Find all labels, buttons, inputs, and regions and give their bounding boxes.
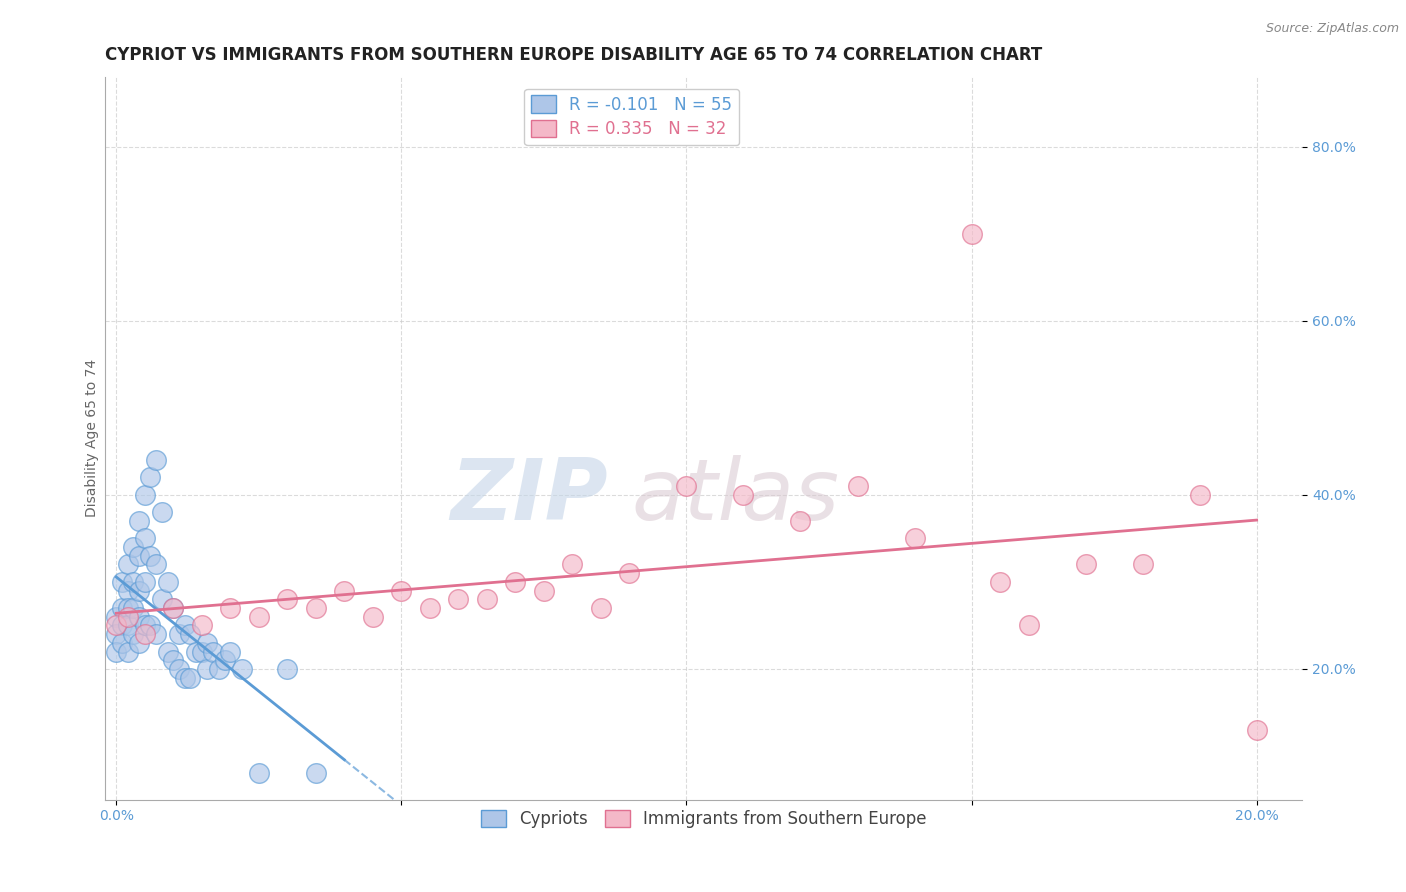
Point bbox=[128, 514, 150, 528]
Point bbox=[589, 601, 612, 615]
Point bbox=[179, 671, 201, 685]
Point bbox=[305, 766, 328, 780]
Text: CYPRIOT VS IMMIGRANTS FROM SOUTHERN EUROPE DISABILITY AGE 65 TO 74 CORRELATION C: CYPRIOT VS IMMIGRANTS FROM SOUTHERN EURO… bbox=[105, 46, 1042, 64]
Point bbox=[197, 662, 219, 676]
Point bbox=[134, 488, 156, 502]
Point bbox=[179, 627, 201, 641]
Point bbox=[111, 636, 134, 650]
Point bbox=[305, 601, 328, 615]
Point bbox=[111, 574, 134, 589]
Point bbox=[505, 574, 527, 589]
Point bbox=[219, 644, 242, 658]
Point bbox=[139, 549, 162, 563]
Point bbox=[1246, 723, 1268, 737]
Point bbox=[733, 488, 755, 502]
Point bbox=[789, 514, 811, 528]
Text: Source: ZipAtlas.com: Source: ZipAtlas.com bbox=[1265, 22, 1399, 36]
Point bbox=[675, 479, 697, 493]
Point bbox=[117, 618, 139, 632]
Point bbox=[162, 653, 184, 667]
Point bbox=[145, 558, 167, 572]
Point bbox=[208, 662, 231, 676]
Point bbox=[167, 662, 190, 676]
Point bbox=[111, 618, 134, 632]
Point bbox=[214, 653, 236, 667]
Point bbox=[333, 583, 356, 598]
Point bbox=[139, 618, 162, 632]
Point bbox=[219, 601, 242, 615]
Point bbox=[361, 609, 384, 624]
Point bbox=[150, 592, 173, 607]
Point bbox=[960, 227, 983, 241]
Point bbox=[111, 601, 134, 615]
Point bbox=[167, 627, 190, 641]
Point bbox=[191, 644, 214, 658]
Point bbox=[475, 592, 498, 607]
Point bbox=[162, 601, 184, 615]
Point bbox=[105, 609, 128, 624]
Point bbox=[1188, 488, 1211, 502]
Point bbox=[173, 671, 195, 685]
Point bbox=[903, 532, 925, 546]
Point bbox=[145, 453, 167, 467]
Point bbox=[134, 627, 156, 641]
Point bbox=[988, 574, 1011, 589]
Legend: Cypriots, Immigrants from Southern Europe: Cypriots, Immigrants from Southern Europ… bbox=[474, 803, 934, 835]
Point bbox=[197, 636, 219, 650]
Y-axis label: Disability Age 65 to 74: Disability Age 65 to 74 bbox=[86, 359, 100, 517]
Point bbox=[122, 601, 145, 615]
Point bbox=[419, 601, 441, 615]
Point bbox=[128, 636, 150, 650]
Text: atlas: atlas bbox=[631, 455, 839, 538]
Point bbox=[117, 609, 139, 624]
Point bbox=[117, 558, 139, 572]
Point bbox=[150, 505, 173, 519]
Point bbox=[846, 479, 869, 493]
Point bbox=[122, 540, 145, 554]
Point bbox=[191, 618, 214, 632]
Point bbox=[447, 592, 470, 607]
Point bbox=[105, 627, 128, 641]
Point bbox=[156, 644, 179, 658]
Point bbox=[1074, 558, 1097, 572]
Point bbox=[134, 532, 156, 546]
Point bbox=[156, 574, 179, 589]
Point bbox=[184, 644, 207, 658]
Point bbox=[247, 609, 270, 624]
Point bbox=[117, 644, 139, 658]
Point bbox=[117, 583, 139, 598]
Text: ZIP: ZIP bbox=[450, 455, 607, 538]
Point bbox=[145, 627, 167, 641]
Point bbox=[162, 601, 184, 615]
Point bbox=[173, 618, 195, 632]
Point bbox=[128, 549, 150, 563]
Point bbox=[117, 601, 139, 615]
Point bbox=[533, 583, 555, 598]
Point bbox=[128, 609, 150, 624]
Point bbox=[134, 574, 156, 589]
Point bbox=[134, 618, 156, 632]
Point bbox=[276, 662, 298, 676]
Point bbox=[276, 592, 298, 607]
Point bbox=[1018, 618, 1040, 632]
Point bbox=[105, 618, 128, 632]
Point bbox=[122, 627, 145, 641]
Point bbox=[105, 644, 128, 658]
Point bbox=[122, 574, 145, 589]
Point bbox=[128, 583, 150, 598]
Point bbox=[1132, 558, 1154, 572]
Point bbox=[619, 566, 641, 581]
Point bbox=[247, 766, 270, 780]
Point bbox=[389, 583, 412, 598]
Point bbox=[202, 644, 225, 658]
Point bbox=[231, 662, 253, 676]
Point bbox=[561, 558, 583, 572]
Point bbox=[139, 470, 162, 484]
